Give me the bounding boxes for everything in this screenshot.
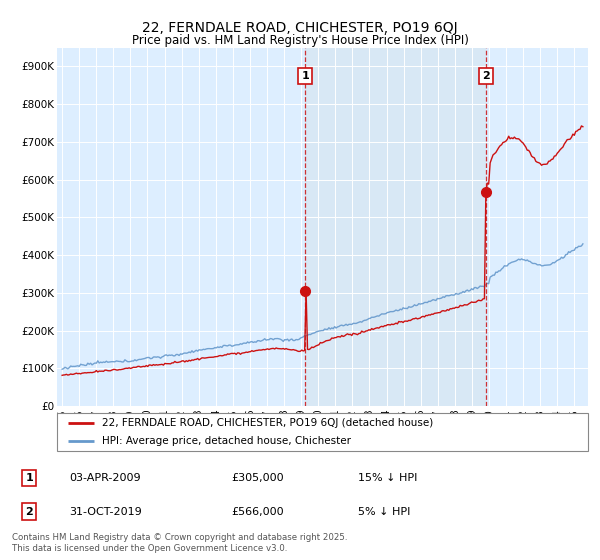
Text: £305,000: £305,000 [231, 473, 284, 483]
Bar [305, 48, 486, 406]
Text: £566,000: £566,000 [231, 507, 284, 517]
Text: 2: 2 [482, 71, 490, 81]
Text: 1: 1 [302, 71, 310, 81]
Text: 22, FERNDALE ROAD, CHICHESTER, PO19 6QJ (detached house): 22, FERNDALE ROAD, CHICHESTER, PO19 6QJ … [102, 418, 433, 428]
Text: Contains HM Land Registry data © Crown copyright and database right 2025.
This d: Contains HM Land Registry data © Crown c… [12, 533, 347, 553]
Text: 22, FERNDALE ROAD, CHICHESTER, PO19 6QJ: 22, FERNDALE ROAD, CHICHESTER, PO19 6QJ [142, 21, 458, 35]
Text: 15% ↓ HPI: 15% ↓ HPI [358, 473, 417, 483]
Text: 5% ↓ HPI: 5% ↓ HPI [358, 507, 410, 517]
Text: 31-OCT-2019: 31-OCT-2019 [70, 507, 142, 517]
Text: Price paid vs. HM Land Registry's House Price Index (HPI): Price paid vs. HM Land Registry's House … [131, 34, 469, 46]
Text: 03-APR-2009: 03-APR-2009 [70, 473, 141, 483]
Text: 1: 1 [25, 473, 33, 483]
Text: HPI: Average price, detached house, Chichester: HPI: Average price, detached house, Chic… [102, 436, 351, 446]
Text: 2: 2 [25, 507, 33, 517]
